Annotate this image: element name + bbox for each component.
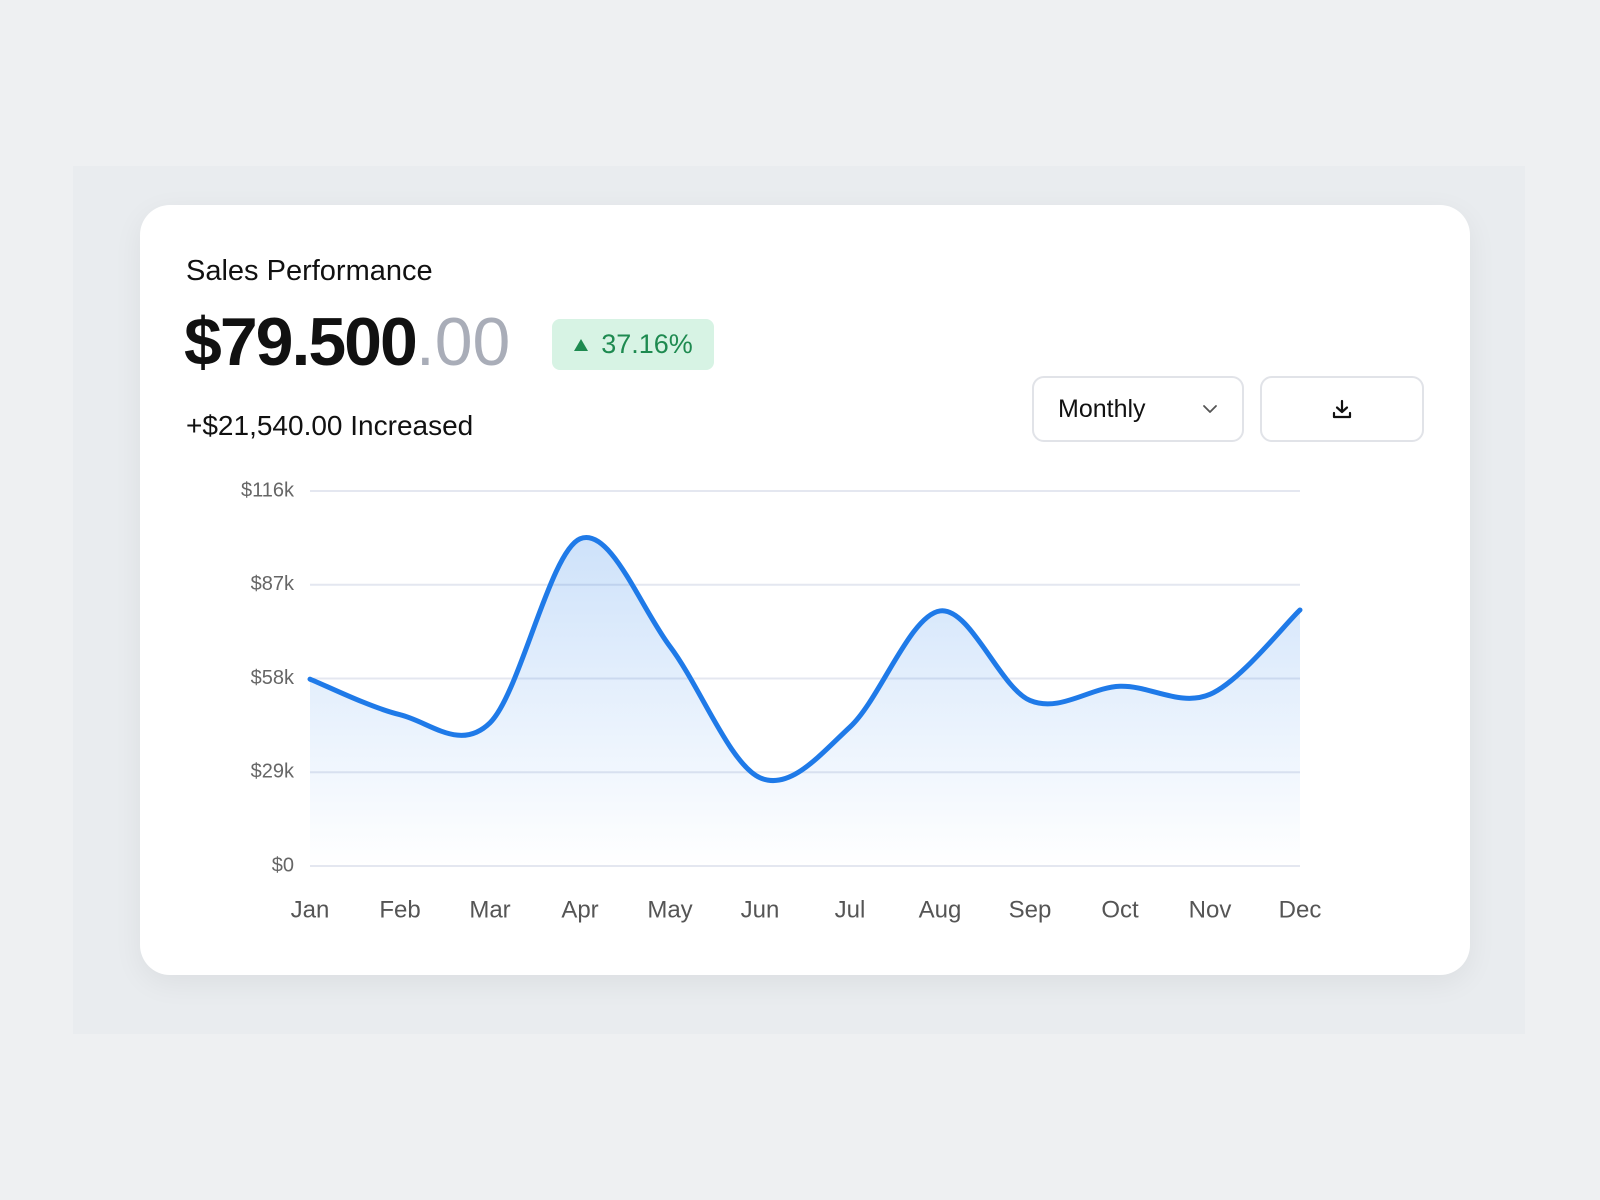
x-tick-label: Apr: [561, 896, 598, 923]
x-tick-label: Dec: [1279, 896, 1322, 923]
y-tick-label: $29k: [251, 761, 295, 783]
card-title: Sales Performance: [186, 255, 433, 287]
line: [307, 535, 1303, 783]
y-tick-label: $87k: [251, 573, 295, 595]
download-button[interactable]: [1260, 376, 1424, 442]
increase-text: +$21,540.00 Increased: [186, 410, 474, 441]
amount-cents: .00: [415, 304, 511, 380]
x-tick-label: Sep: [1009, 896, 1052, 923]
area-fill: [310, 537, 1300, 866]
x-tick-label: Oct: [1101, 896, 1139, 923]
y-tick-label: $0: [272, 854, 294, 876]
up-arrow-icon: [574, 338, 589, 351]
x-tick-label: Jun: [741, 896, 780, 923]
period-label: Monthly: [1058, 394, 1146, 423]
change-value: 37.16%: [601, 329, 693, 359]
change-badge: 37.16%: [552, 319, 714, 370]
x-tick-label: May: [647, 896, 692, 923]
period-dropdown[interactable]: Monthly: [1032, 376, 1244, 442]
chevron-icon: [1203, 405, 1217, 413]
x-tick-label: Jul: [835, 896, 866, 923]
x-tick-label: Nov: [1189, 896, 1232, 923]
x-tick-label: Feb: [379, 896, 420, 923]
x-tick-label: Aug: [919, 896, 962, 923]
x-tick-label: Jan: [291, 896, 330, 923]
amount-main: $79.500: [184, 304, 418, 380]
amount: $79.500.00: [184, 303, 510, 381]
x-tick-label: Mar: [469, 896, 510, 923]
y-tick-label: $116k: [241, 479, 295, 501]
download-icon: [1332, 399, 1352, 419]
y-tick-label: $58k: [251, 667, 295, 689]
